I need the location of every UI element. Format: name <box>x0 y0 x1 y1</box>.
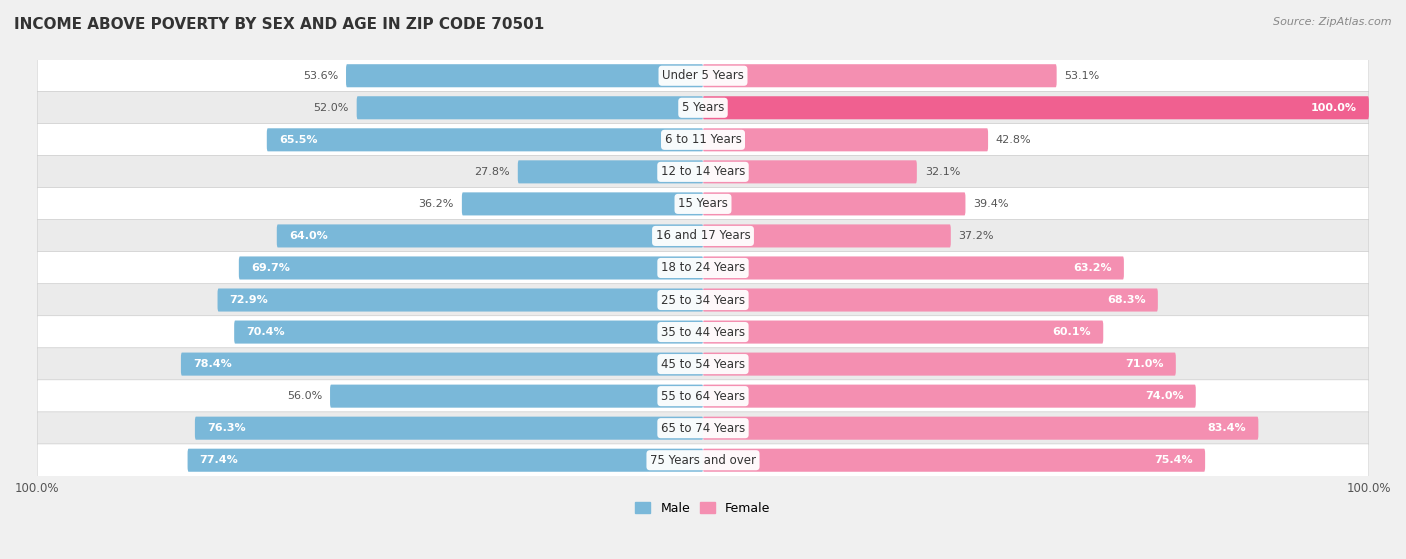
Text: 64.0%: 64.0% <box>288 231 328 241</box>
Text: 56.0%: 56.0% <box>287 391 322 401</box>
FancyBboxPatch shape <box>703 416 1258 440</box>
FancyBboxPatch shape <box>37 380 1369 413</box>
Text: 78.4%: 78.4% <box>193 359 232 369</box>
FancyBboxPatch shape <box>37 220 1369 252</box>
Text: 35 to 44 Years: 35 to 44 Years <box>661 325 745 339</box>
FancyBboxPatch shape <box>37 155 1369 188</box>
FancyBboxPatch shape <box>187 449 703 472</box>
FancyBboxPatch shape <box>37 283 1369 316</box>
FancyBboxPatch shape <box>703 160 917 183</box>
FancyBboxPatch shape <box>37 92 1369 124</box>
Text: 71.0%: 71.0% <box>1125 359 1164 369</box>
FancyBboxPatch shape <box>37 124 1369 156</box>
Text: 65 to 74 Years: 65 to 74 Years <box>661 421 745 435</box>
Text: 100.0%: 100.0% <box>1310 103 1357 113</box>
FancyBboxPatch shape <box>37 188 1369 220</box>
FancyBboxPatch shape <box>703 224 950 248</box>
FancyBboxPatch shape <box>461 192 703 215</box>
FancyBboxPatch shape <box>37 444 1369 477</box>
FancyBboxPatch shape <box>37 412 1369 444</box>
Text: 25 to 34 Years: 25 to 34 Years <box>661 293 745 306</box>
FancyBboxPatch shape <box>277 224 703 248</box>
FancyBboxPatch shape <box>703 320 1104 344</box>
Text: Source: ZipAtlas.com: Source: ZipAtlas.com <box>1274 17 1392 27</box>
Text: 53.6%: 53.6% <box>302 71 339 80</box>
FancyBboxPatch shape <box>37 59 1369 92</box>
Text: INCOME ABOVE POVERTY BY SEX AND AGE IN ZIP CODE 70501: INCOME ABOVE POVERTY BY SEX AND AGE IN Z… <box>14 17 544 32</box>
Text: 76.3%: 76.3% <box>207 423 246 433</box>
Text: 36.2%: 36.2% <box>419 199 454 209</box>
Text: 6 to 11 Years: 6 to 11 Years <box>665 133 741 146</box>
FancyBboxPatch shape <box>267 128 703 151</box>
Text: 77.4%: 77.4% <box>200 455 239 465</box>
Text: 69.7%: 69.7% <box>250 263 290 273</box>
Text: 53.1%: 53.1% <box>1064 71 1099 80</box>
FancyBboxPatch shape <box>346 64 703 87</box>
Text: 83.4%: 83.4% <box>1208 423 1246 433</box>
Legend: Male, Female: Male, Female <box>630 497 776 520</box>
FancyBboxPatch shape <box>703 385 1195 408</box>
Text: 12 to 14 Years: 12 to 14 Years <box>661 165 745 178</box>
FancyBboxPatch shape <box>357 96 703 119</box>
Text: 70.4%: 70.4% <box>246 327 285 337</box>
Text: 18 to 24 Years: 18 to 24 Years <box>661 262 745 274</box>
FancyBboxPatch shape <box>218 288 703 311</box>
FancyBboxPatch shape <box>703 128 988 151</box>
FancyBboxPatch shape <box>181 353 703 376</box>
Text: Under 5 Years: Under 5 Years <box>662 69 744 82</box>
FancyBboxPatch shape <box>517 160 703 183</box>
Text: 60.1%: 60.1% <box>1053 327 1091 337</box>
Text: 15 Years: 15 Years <box>678 197 728 210</box>
Text: 16 and 17 Years: 16 and 17 Years <box>655 229 751 243</box>
Text: 5 Years: 5 Years <box>682 101 724 114</box>
FancyBboxPatch shape <box>703 449 1205 472</box>
Text: 39.4%: 39.4% <box>973 199 1008 209</box>
FancyBboxPatch shape <box>703 288 1157 311</box>
Text: 68.3%: 68.3% <box>1107 295 1146 305</box>
FancyBboxPatch shape <box>37 316 1369 348</box>
Text: 52.0%: 52.0% <box>314 103 349 113</box>
FancyBboxPatch shape <box>703 257 1123 280</box>
FancyBboxPatch shape <box>37 348 1369 381</box>
FancyBboxPatch shape <box>703 64 1057 87</box>
Text: 32.1%: 32.1% <box>925 167 960 177</box>
FancyBboxPatch shape <box>703 96 1369 119</box>
FancyBboxPatch shape <box>703 353 1175 376</box>
Text: 27.8%: 27.8% <box>474 167 510 177</box>
Text: 72.9%: 72.9% <box>229 295 269 305</box>
Text: 74.0%: 74.0% <box>1144 391 1184 401</box>
FancyBboxPatch shape <box>239 257 703 280</box>
Text: 63.2%: 63.2% <box>1073 263 1112 273</box>
Text: 75 Years and over: 75 Years and over <box>650 454 756 467</box>
FancyBboxPatch shape <box>330 385 703 408</box>
Text: 55 to 64 Years: 55 to 64 Years <box>661 390 745 402</box>
FancyBboxPatch shape <box>195 416 703 440</box>
Text: 75.4%: 75.4% <box>1154 455 1194 465</box>
Text: 65.5%: 65.5% <box>278 135 318 145</box>
FancyBboxPatch shape <box>37 252 1369 285</box>
FancyBboxPatch shape <box>235 320 703 344</box>
FancyBboxPatch shape <box>703 192 966 215</box>
Text: 42.8%: 42.8% <box>995 135 1032 145</box>
Text: 37.2%: 37.2% <box>959 231 994 241</box>
Text: 45 to 54 Years: 45 to 54 Years <box>661 358 745 371</box>
